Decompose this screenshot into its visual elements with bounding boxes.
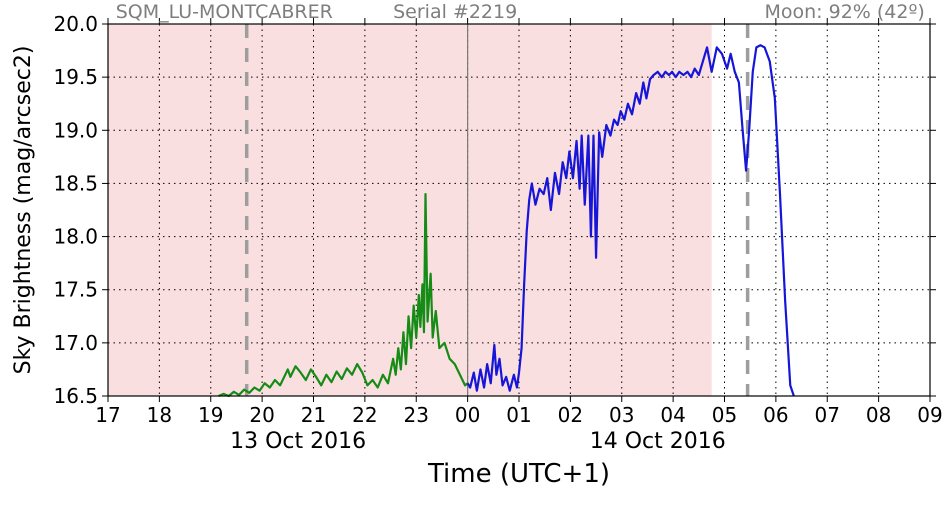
xtick-label: 19	[198, 403, 223, 427]
sky-brightness-chart: 17 18 19 20 21 22 23 00 01 02 03 04 05 06 07 08 09 16.5 17…	[0, 0, 952, 512]
annotation: Moon: 92% (42º)	[765, 1, 925, 23]
xtick-label: 00	[455, 403, 480, 427]
annotation: Serial #2219	[393, 1, 517, 23]
ytick-label: 17.5	[53, 278, 98, 302]
ytick-label: 17.0	[53, 331, 98, 355]
xtick-label: 03	[609, 403, 634, 427]
annotation: SQM_LU-MONTCABRER	[116, 1, 333, 23]
xtick-label: 22	[352, 403, 377, 427]
date-label: 14 Oct 2016	[590, 429, 726, 454]
xtick-label: 23	[404, 403, 429, 427]
xtick-label: 09	[917, 403, 942, 427]
xtick-label: 05	[712, 403, 737, 427]
ytick-label: 20.0	[53, 12, 98, 36]
y-axis-label: Sky Brightness (mag/arcsec2)	[11, 46, 36, 375]
xtick-label: 01	[506, 403, 531, 427]
xtick-label: 02	[558, 403, 583, 427]
xtick-label: 04	[660, 403, 685, 427]
xtick-label: 17	[95, 403, 120, 427]
xtick-label: 06	[763, 403, 788, 427]
xtick-label: 08	[866, 403, 891, 427]
xtick-label: 18	[147, 403, 172, 427]
ytick-label: 18.5	[53, 171, 98, 195]
ytick-label: 19.5	[53, 65, 98, 89]
xtick-label: 20	[249, 403, 274, 427]
x-axis-label: Time (UTC+1)	[427, 459, 610, 489]
date-label: 13 Oct 2016	[230, 429, 366, 454]
xtick-label: 21	[301, 403, 326, 427]
ytick-label: 19.0	[53, 118, 98, 142]
xtick-label: 07	[815, 403, 840, 427]
ytick-label: 18.0	[53, 225, 98, 249]
ytick-label: 16.5	[53, 384, 98, 408]
